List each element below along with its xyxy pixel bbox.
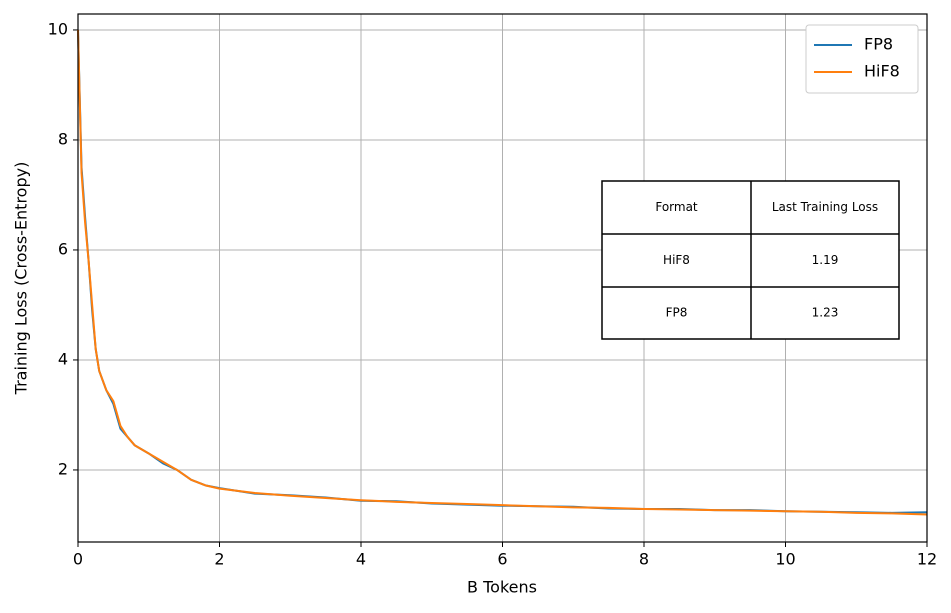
table-header: Last Training Loss [772, 200, 878, 214]
x-tick-label: 6 [497, 550, 507, 569]
x-tick-label: 8 [639, 550, 649, 569]
x-tick-label: 12 [917, 550, 937, 569]
x-tick-label: 10 [775, 550, 795, 569]
x-tick-label: 4 [356, 550, 366, 569]
x-tick-label: 2 [214, 550, 224, 569]
table-cell: 1.23 [812, 306, 839, 320]
legend-label: HiF8 [864, 62, 900, 81]
legend-label: FP8 [864, 35, 893, 54]
y-tick-label: 8 [58, 129, 68, 148]
x-tick-label: 0 [73, 550, 83, 569]
y-tick-label: 4 [58, 349, 68, 368]
y-axis-label: Training Loss (Cross-Entropy) [12, 162, 31, 396]
table-header: Format [655, 200, 698, 214]
x-axis-label: B Tokens [467, 578, 537, 597]
legend-box [805, 24, 919, 94]
y-tick-label: 6 [58, 239, 68, 258]
line-series [77, 29, 928, 516]
plot-frame [77, 13, 928, 543]
table-cell: HiF8 [663, 253, 690, 267]
y-tick-label: 2 [58, 459, 68, 478]
y-tick-label: 10 [48, 19, 68, 38]
table-cell: FP8 [666, 306, 688, 320]
table-cell: 1.19 [812, 253, 839, 267]
